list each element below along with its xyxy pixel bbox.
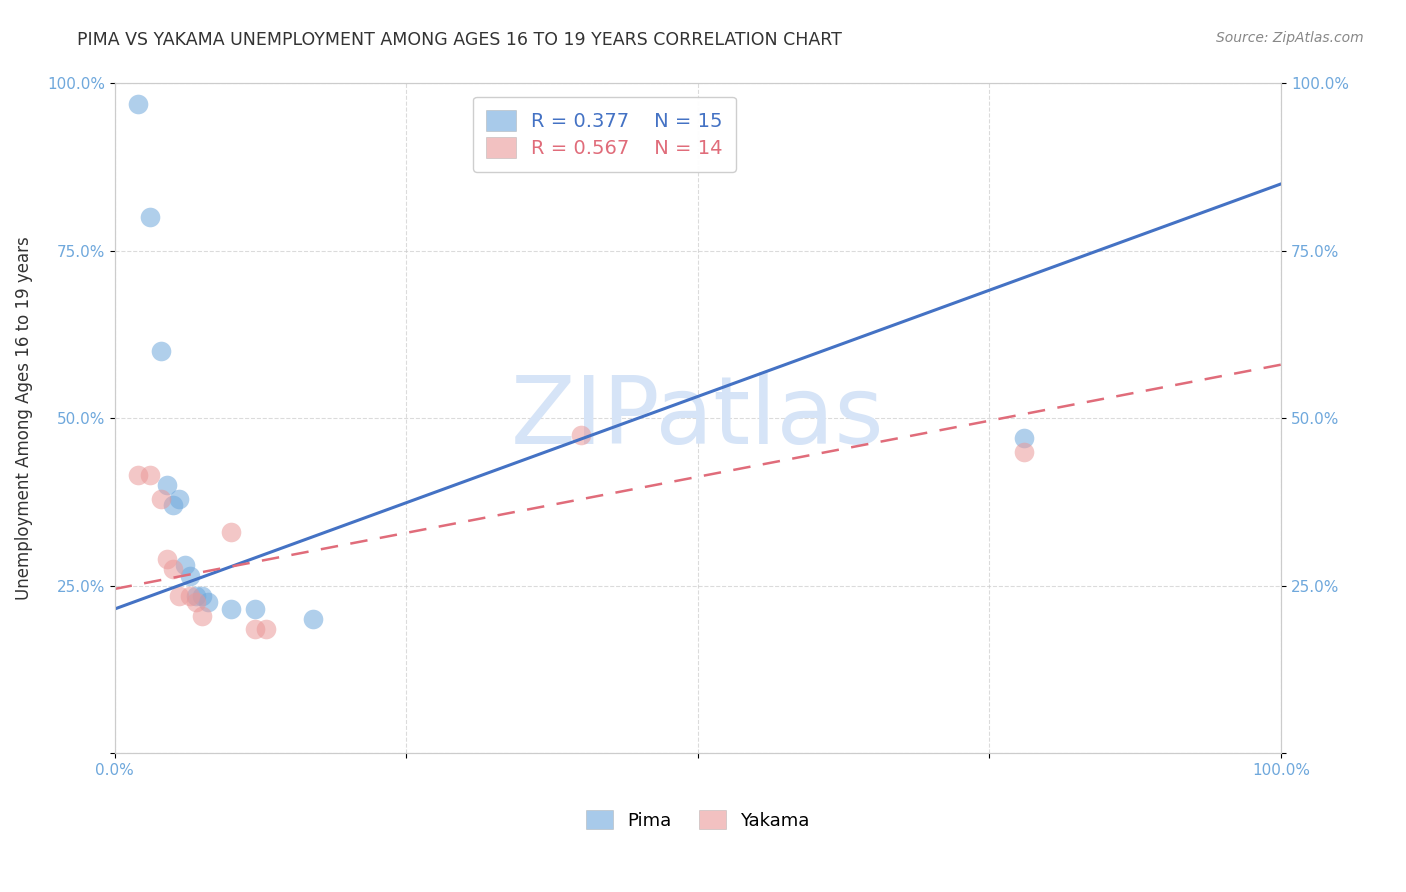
Text: Source: ZipAtlas.com: Source: ZipAtlas.com — [1216, 31, 1364, 45]
Point — [167, 491, 190, 506]
Point — [191, 589, 214, 603]
Point — [179, 568, 201, 582]
Point — [191, 608, 214, 623]
Point — [243, 622, 266, 636]
Point — [127, 468, 149, 483]
Point — [162, 562, 184, 576]
Point — [1014, 431, 1036, 445]
Point — [219, 602, 242, 616]
Point — [167, 589, 190, 603]
Point — [254, 622, 277, 636]
Point — [150, 491, 173, 506]
Point — [186, 595, 208, 609]
Point — [302, 612, 325, 626]
Point — [127, 96, 149, 111]
Point — [1014, 444, 1036, 458]
Point — [138, 211, 160, 225]
Point — [569, 428, 592, 442]
Point — [219, 524, 242, 539]
Text: PIMA VS YAKAMA UNEMPLOYMENT AMONG AGES 16 TO 19 YEARS CORRELATION CHART: PIMA VS YAKAMA UNEMPLOYMENT AMONG AGES 1… — [77, 31, 842, 49]
Point — [156, 551, 179, 566]
Point — [179, 589, 201, 603]
Point — [138, 468, 160, 483]
Point — [197, 595, 219, 609]
Legend: Pima, Yakama: Pima, Yakama — [575, 799, 821, 840]
Point — [156, 478, 179, 492]
Point — [162, 498, 184, 512]
Point — [243, 602, 266, 616]
Text: ZIPatlas: ZIPatlas — [510, 372, 884, 464]
Point — [150, 344, 173, 359]
Point — [173, 558, 195, 573]
Point — [186, 589, 208, 603]
Y-axis label: Unemployment Among Ages 16 to 19 years: Unemployment Among Ages 16 to 19 years — [15, 236, 32, 600]
